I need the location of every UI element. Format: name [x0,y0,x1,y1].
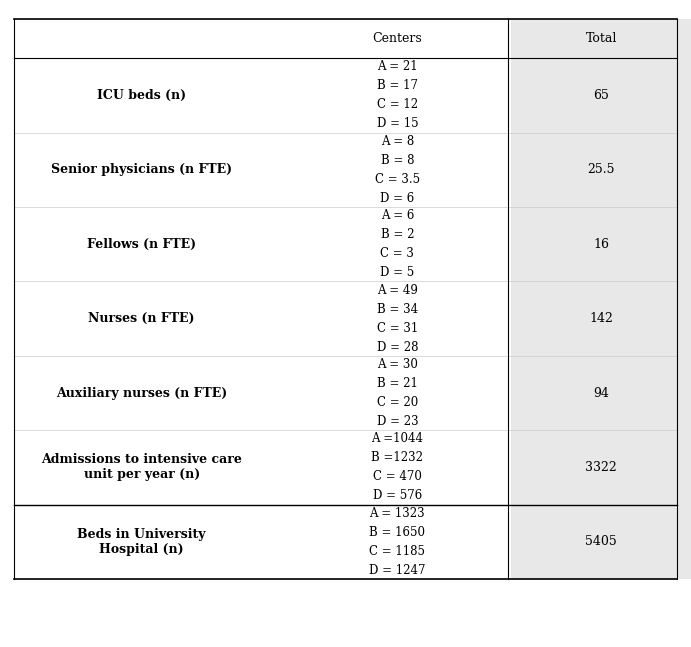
Text: ICU beds (n): ICU beds (n) [97,89,186,102]
Bar [511,19,691,579]
Text: A = 8
B = 8
C = 3.5
D = 6: A = 8 B = 8 C = 3.5 D = 6 [375,135,420,205]
Text: Nurses (n FTE): Nurses (n FTE) [88,312,195,325]
Text: Fellows (n FTE): Fellows (n FTE) [87,237,196,251]
Text: A = 21
B = 17
C = 12
D = 15: A = 21 B = 17 C = 12 D = 15 [377,60,418,131]
Text: 5405: 5405 [585,535,617,549]
Text: Admissions to intensive care
unit per year (n): Admissions to intensive care unit per ye… [41,454,242,481]
Text: A = 49
B = 34
C = 31
D = 28: A = 49 B = 34 C = 31 D = 28 [377,283,418,354]
Text: 65: 65 [594,89,609,102]
Text: Centers: Centers [372,32,422,45]
Text: Total: Total [585,32,617,45]
Text: Senior physicians (n FTE): Senior physicians (n FTE) [51,163,232,177]
Text: Auxiliary nurses (n FTE): Auxiliary nurses (n FTE) [56,386,227,400]
Text: Beds in University
Hospital (n): Beds in University Hospital (n) [77,528,206,556]
Text: A = 1323
B = 1650
C = 1185
D = 1247: A = 1323 B = 1650 C = 1185 D = 1247 [369,507,426,577]
Text: A =1044
B =1232
C = 470
D = 576: A =1044 B =1232 C = 470 D = 576 [371,432,424,503]
Text: 16: 16 [593,237,609,251]
Text: A = 6
B = 2
C = 3
D = 5: A = 6 B = 2 C = 3 D = 5 [380,209,415,280]
Text: 94: 94 [594,386,609,400]
Text: A = 30
B = 21
C = 20
D = 23: A = 30 B = 21 C = 20 D = 23 [377,358,418,428]
Text: 3322: 3322 [585,461,617,474]
Text: 25.5: 25.5 [587,163,615,177]
Text: 142: 142 [589,312,613,325]
